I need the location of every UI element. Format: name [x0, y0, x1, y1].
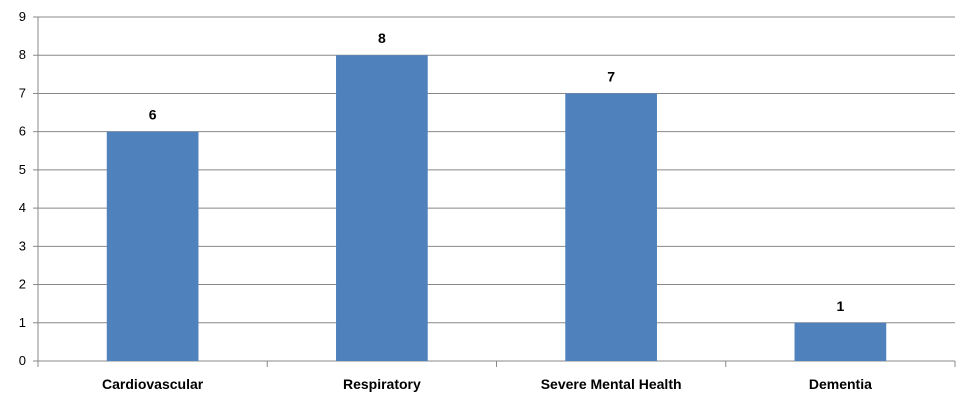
y-tick-label-3: 3	[19, 238, 26, 253]
category-label-severe-mental-health: Severe Mental Health	[541, 376, 682, 392]
labels: 0 1 2 3 4 5 6 7 8 9 6 Cardiovascular 8 Respiratory 7 Se…	[19, 9, 872, 392]
y-tick-label-1: 1	[19, 315, 26, 330]
category-label-dementia: Dementia	[809, 376, 872, 392]
data-label-cardiovascular: 6	[149, 107, 157, 123]
data-label-dementia: 1	[836, 298, 844, 314]
bar-dementia	[794, 322, 887, 361]
bars	[106, 55, 887, 361]
bar-cardiovascular	[106, 131, 199, 361]
bar-severe-mental-health	[565, 93, 657, 361]
y-tick-label-7: 7	[19, 85, 26, 100]
bar-respiratory	[336, 55, 428, 361]
data-label-severe-mental-health: 7	[607, 68, 615, 84]
category-label-cardiovascular: Cardiovascular	[102, 376, 204, 392]
data-label-respiratory: 8	[378, 30, 386, 46]
y-tick-label-4: 4	[19, 200, 26, 215]
category-label-respiratory: Respiratory	[343, 376, 421, 392]
y-tick-label-0: 0	[19, 353, 26, 368]
y-tick-label-9: 9	[19, 9, 26, 24]
y-tick-label-6: 6	[19, 124, 26, 139]
y-tick-label-5: 5	[19, 162, 26, 177]
y-tick-label-2: 2	[19, 277, 26, 292]
y-tick-label-8: 8	[19, 47, 26, 62]
